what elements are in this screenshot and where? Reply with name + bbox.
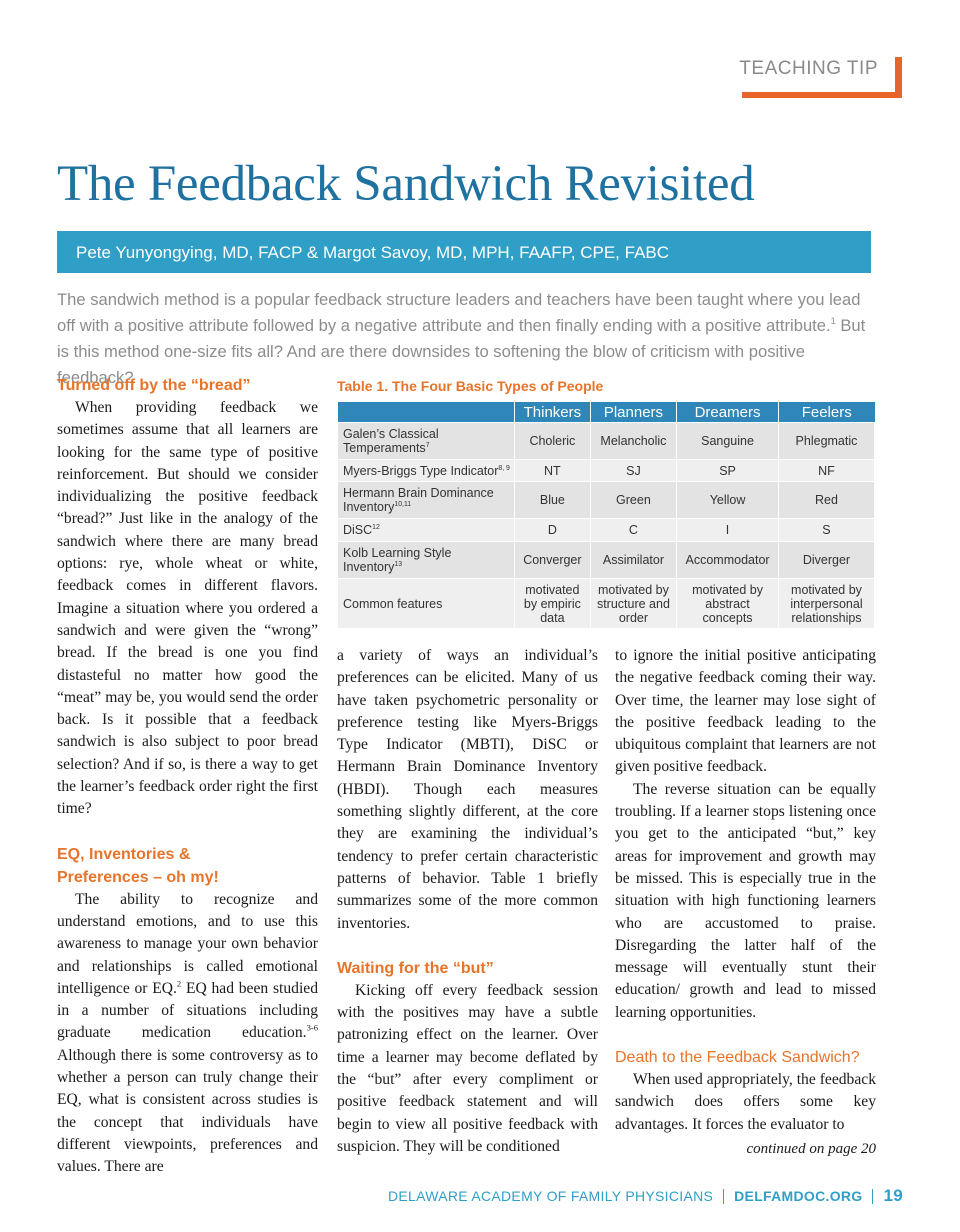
table-cell: NF <box>777 459 876 482</box>
table-cell: Converger <box>514 541 591 579</box>
row-label: Common features <box>337 578 515 629</box>
header-cell: Thinkers <box>514 402 591 423</box>
table-cell: Accommodator <box>676 541 779 579</box>
table-cell: Phlegmatic <box>777 422 876 460</box>
continued-note: continued on page 20 <box>746 1140 876 1157</box>
right-column: to ignore the initial positive anticipat… <box>615 645 876 1160</box>
paragraph: Kicking off every feedback session with … <box>337 981 598 1155</box>
table-cell: I <box>676 518 779 542</box>
header-cell: Planners <box>589 402 677 423</box>
heading-line: EQ, Inventories & <box>57 845 191 863</box>
intro-text: The sandwich method is a popular feedbac… <box>57 290 861 335</box>
organization: DELAWARE ACADEMY OF FAMILY PHYSICIANS <box>387 1188 714 1204</box>
reference: 8, 9 <box>498 464 510 472</box>
table-cell: motivated by abstract concepts <box>676 578 779 629</box>
heading: Death to the Feedback Sandwich? <box>615 1049 860 1067</box>
reference: 2 <box>176 978 182 989</box>
table-header: Thinkers Planners Dreamers Feelers <box>337 402 875 423</box>
website: DELFAMDOC.ORG <box>734 1188 863 1204</box>
table-cell: D <box>514 518 591 542</box>
reference: 3-6 <box>306 1023 318 1033</box>
left-column: Turned off by the “bread” When providing… <box>57 374 318 1179</box>
text: EQ had been studied in a number of situa… <box>57 979 318 1042</box>
label-text: Myers-Briggs Type Indicator <box>343 463 499 478</box>
paragraph: When providing feedback we sometimes ass… <box>57 399 318 818</box>
label-text: DiSC <box>343 523 373 537</box>
table-cell: motivated by structure and order <box>589 578 678 629</box>
paragraph: to ignore the initial positive anticipat… <box>615 647 876 776</box>
row-label: Kolb Learning Style Inventory13 <box>337 541 515 579</box>
reference: 1 <box>830 316 836 327</box>
heading-line: Preferences – oh my! <box>57 868 219 886</box>
reference: 7 <box>425 441 430 449</box>
text: Although there is some controversy as to… <box>57 1046 318 1176</box>
row-label: DiSC12 <box>337 518 515 542</box>
table-cell: Yellow <box>676 481 779 519</box>
table-cell: Choleric <box>514 422 591 460</box>
table-row: Kolb Learning Style Inventory13 Converger… <box>337 541 876 579</box>
table-cell: Assimilator <box>589 541 678 579</box>
reference: 10,11 <box>394 500 412 508</box>
table-cell: Diverger <box>777 541 876 579</box>
table-row: Hermann Brain Dominance Inventory10,11 Bl… <box>337 481 876 519</box>
label-text: Kolb Learning Style Inventory <box>343 546 452 574</box>
label-text: Galen’s Classical Temperaments <box>343 427 439 455</box>
label-text: Hermann Brain Dominance Inventory <box>343 486 494 514</box>
table-cell: Melancholic <box>589 422 678 460</box>
table-cell: Red <box>777 481 876 519</box>
paragraph: The reverse situation can be equally tro… <box>615 780 876 1021</box>
row-label: Myers-Briggs Type Indicator8, 9 <box>337 459 515 482</box>
heading: EQ, Inventories & Preferences – oh my! <box>57 843 318 889</box>
paragraph: a variety of ways an individual’s prefer… <box>337 647 598 932</box>
row-label: Galen’s Classical Temperaments7 <box>337 422 515 460</box>
intro-text: But is this method one-size fits all? An… <box>57 316 866 387</box>
section-label: TEACHING TIP <box>739 58 878 79</box>
table-cell: SJ <box>589 459 678 482</box>
accent-bar <box>895 57 902 98</box>
table-cell: Sanguine <box>676 422 779 460</box>
row-label: Hermann Brain Dominance Inventory10,11 <box>337 481 515 519</box>
separator <box>723 1188 725 1204</box>
table-cell: motivated by interpersonal relationships <box>777 578 876 629</box>
table-row: Common features motivated by empiric data… <box>337 578 876 629</box>
header-cell: Feelers <box>777 402 875 423</box>
table-cell: Green <box>589 481 678 519</box>
label-text: Common features <box>343 596 443 611</box>
table: Thinkers Planners Dreamers Feelers Galen’s … <box>337 402 876 629</box>
heading: Turned off by the “bread” <box>57 377 251 394</box>
separator <box>872 1188 874 1204</box>
table-cell: NT <box>514 459 591 482</box>
middle-column: a variety of ways an individual’s prefer… <box>337 645 598 1158</box>
page-number: 19 <box>883 1186 903 1205</box>
table-caption: Table 1. The Four Basic Types of People <box>337 378 604 394</box>
intro: The sandwich method is a popular feedbac… <box>57 287 872 391</box>
text: The ability to recognize and understand … <box>57 890 318 997</box>
table-row: DiSC12 D C I S <box>337 518 876 542</box>
table-cell: C <box>589 518 678 542</box>
header-cell: Dreamers <box>676 402 779 423</box>
accent-bar <box>742 92 902 98</box>
paragraph: When used appropriately, the feedback sa… <box>615 1071 876 1133</box>
paragraph: The ability to recognize and understand … <box>57 889 318 1179</box>
authors: Pete Yunyongying, MD, FACP & Margot Savo… <box>57 231 871 273</box>
header-cell <box>337 402 515 423</box>
table-cell: SP <box>676 459 779 482</box>
table-cell: Blue <box>514 481 591 519</box>
table-cell: S <box>777 518 876 542</box>
table-cell: motivated by empiric data <box>514 578 591 629</box>
title: The Feedback Sandwich Revisited <box>57 156 755 212</box>
reference: 13 <box>394 560 403 568</box>
reference: 12 <box>372 523 380 531</box>
table-row: Galen’s Classical Temperaments7 Choleric M… <box>337 422 876 460</box>
footer: DELAWARE ACADEMY OF FAMILY PHYSICIANS DE… <box>388 1186 903 1206</box>
heading: Waiting for the “but” <box>337 959 494 977</box>
table-row: Myers-Briggs Type Indicator8, 9 NT SJ SP NF <box>337 459 876 482</box>
